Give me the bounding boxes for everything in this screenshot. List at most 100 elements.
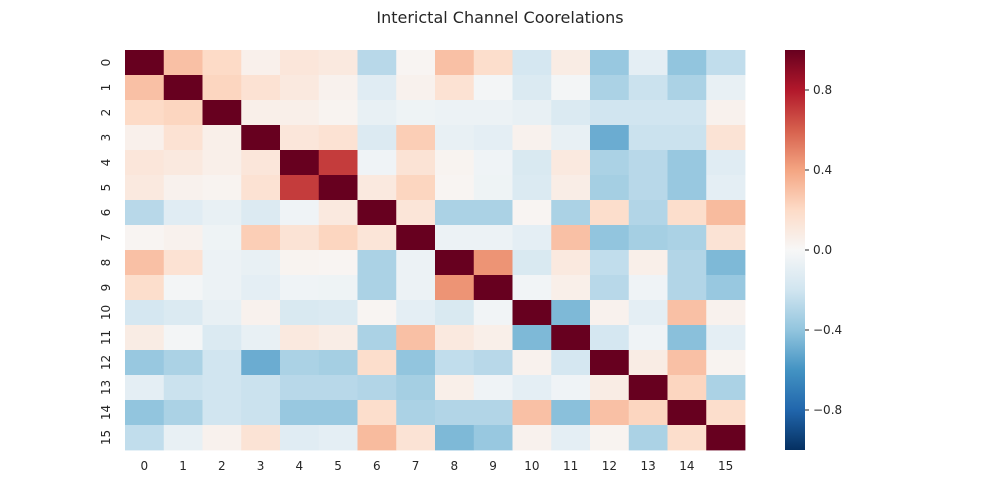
heatmap-cell-4-15 [706, 150, 746, 176]
heatmap-cell-8-12 [590, 250, 630, 276]
heatmap-cell-15-14 [667, 425, 707, 451]
heatmap-cell-15-2 [202, 425, 242, 451]
heatmap-cell-7-5 [318, 225, 358, 251]
x-tick-label-3: 3 [257, 459, 265, 473]
y-tick-label-10: 10 [99, 305, 113, 320]
heatmap-cell-4-12 [590, 150, 630, 176]
heatmap-cell-9-5 [318, 275, 358, 301]
heatmap-cell-11-11 [551, 325, 591, 351]
heatmap-cell-6-7 [396, 200, 436, 226]
x-tick-label-14: 14 [679, 459, 694, 473]
x-tick-label-0: 0 [141, 459, 149, 473]
heatmap-cell-14-13 [628, 400, 668, 426]
y-tick-label-11: 11 [99, 330, 113, 345]
heatmap-cell-14-1 [163, 400, 203, 426]
heatmap-cell-6-8 [435, 200, 475, 226]
heatmap-cell-8-8 [435, 250, 475, 276]
y-tick-label-3: 3 [99, 134, 113, 142]
heatmap-cell-7-7 [396, 225, 436, 251]
y-tick-label-2: 2 [99, 109, 113, 117]
colorbar-gradient [785, 50, 805, 450]
heatmap-cell-6-13 [628, 200, 668, 226]
heatmap-cell-12-2 [202, 350, 242, 376]
heatmap-cell-10-6 [357, 300, 397, 326]
heatmap-cell-5-0 [125, 175, 165, 201]
colorbar-tick-label-1: −0.4 [813, 323, 842, 337]
heatmap-cell-3-13 [628, 125, 668, 151]
heatmap-cell-11-7 [396, 325, 436, 351]
heatmap-cell-2-4 [280, 100, 320, 126]
heatmap-cell-14-11 [551, 400, 591, 426]
heatmap-cell-3-11 [551, 125, 591, 151]
heatmap-cell-0-6 [357, 50, 397, 76]
heatmap-cell-9-2 [202, 275, 242, 301]
heatmap-cell-7-3 [241, 225, 281, 251]
heatmap-cell-13-11 [551, 375, 591, 401]
x-tick-label-12: 12 [602, 459, 617, 473]
heatmap-cell-9-9 [473, 275, 513, 301]
heatmap-cell-1-0 [125, 75, 165, 101]
heatmap-cell-12-7 [396, 350, 436, 376]
heatmap-cell-4-1 [163, 150, 203, 176]
heatmap-cell-11-6 [357, 325, 397, 351]
heatmap-cell-10-1 [163, 300, 203, 326]
heatmap-cell-15-7 [396, 425, 436, 451]
heatmap-cell-3-0 [125, 125, 165, 151]
heatmap-cell-10-14 [667, 300, 707, 326]
heatmap-cell-14-5 [318, 400, 358, 426]
heatmap-cell-11-5 [318, 325, 358, 351]
heatmap-cell-11-10 [512, 325, 552, 351]
heatmap-cell-8-7 [396, 250, 436, 276]
heatmap-cell-1-3 [241, 75, 281, 101]
heatmap-cell-7-6 [357, 225, 397, 251]
heatmap-cell-12-3 [241, 350, 281, 376]
heatmap-cell-13-1 [163, 375, 203, 401]
y-tick-label-8: 8 [99, 259, 113, 267]
heatmap-cell-14-10 [512, 400, 552, 426]
heatmap-cell-6-14 [667, 200, 707, 226]
y-tick-label-14: 14 [99, 405, 113, 420]
heatmap-cell-9-7 [396, 275, 436, 301]
heatmap-cell-13-5 [318, 375, 358, 401]
heatmap-cell-11-12 [590, 325, 630, 351]
heatmap-cell-12-13 [628, 350, 668, 376]
heatmap-cell-4-5 [318, 150, 358, 176]
y-tick-label-1: 1 [99, 84, 113, 92]
heatmap-cell-9-12 [590, 275, 630, 301]
heatmap-cell-1-2 [202, 75, 242, 101]
heatmap-cell-4-10 [512, 150, 552, 176]
heatmap-cell-1-6 [357, 75, 397, 101]
heatmap-cell-5-6 [357, 175, 397, 201]
heatmap-cell-2-11 [551, 100, 591, 126]
heatmap-cell-13-14 [667, 375, 707, 401]
heatmap-cell-0-2 [202, 50, 242, 76]
x-tick-label-15: 15 [718, 459, 733, 473]
heatmap-cell-1-13 [628, 75, 668, 101]
heatmap-cell-14-8 [435, 400, 475, 426]
heatmap-cell-15-13 [628, 425, 668, 451]
heatmap-cell-0-3 [241, 50, 281, 76]
heatmap-cell-15-4 [280, 425, 320, 451]
heatmap-cell-8-0 [125, 250, 165, 276]
heatmap-cell-8-3 [241, 250, 281, 276]
x-axis-tick-labels: 0 1 2 3 4 5 6 7 8 9 10 11 12 13 14 15 [141, 459, 734, 473]
heatmap-cell-9-15 [706, 275, 746, 301]
heatmap-cell-0-10 [512, 50, 552, 76]
heatmap-cell-3-14 [667, 125, 707, 151]
heatmap-cell-2-10 [512, 100, 552, 126]
heatmap-cell-14-9 [473, 400, 513, 426]
heatmap-cell-15-3 [241, 425, 281, 451]
heatmap-cell-8-13 [628, 250, 668, 276]
heatmap-cell-6-0 [125, 200, 165, 226]
x-tick-label-10: 10 [524, 459, 539, 473]
heatmap-cell-10-5 [318, 300, 358, 326]
heatmap-cell-3-4 [280, 125, 320, 151]
heatmap-cell-10-11 [551, 300, 591, 326]
heatmap-cell-10-8 [435, 300, 475, 326]
x-tick-label-6: 6 [373, 459, 381, 473]
heatmap-cell-2-6 [357, 100, 397, 126]
heatmap-cell-12-4 [280, 350, 320, 376]
heatmap-cell-4-4 [280, 150, 320, 176]
